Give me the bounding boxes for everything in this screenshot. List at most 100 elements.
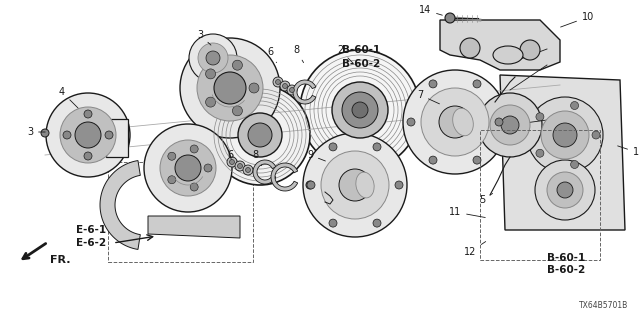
Wedge shape bbox=[253, 160, 276, 184]
Circle shape bbox=[307, 181, 315, 189]
Bar bbox=[106, 119, 128, 157]
Text: 3: 3 bbox=[27, 127, 45, 137]
Circle shape bbox=[557, 182, 573, 198]
Circle shape bbox=[289, 87, 294, 92]
Circle shape bbox=[460, 38, 480, 58]
Circle shape bbox=[403, 70, 507, 174]
Text: 6: 6 bbox=[267, 47, 276, 63]
Circle shape bbox=[204, 164, 212, 172]
Polygon shape bbox=[500, 75, 625, 230]
Circle shape bbox=[189, 34, 237, 82]
Ellipse shape bbox=[493, 46, 523, 64]
Circle shape bbox=[60, 107, 116, 163]
Circle shape bbox=[168, 176, 176, 184]
Circle shape bbox=[303, 133, 407, 237]
Circle shape bbox=[535, 160, 595, 220]
Polygon shape bbox=[440, 20, 560, 70]
Circle shape bbox=[473, 156, 481, 164]
Text: B-60-2: B-60-2 bbox=[342, 59, 381, 69]
Circle shape bbox=[160, 140, 216, 196]
Text: 4: 4 bbox=[59, 87, 78, 108]
Text: 10: 10 bbox=[561, 12, 594, 27]
Circle shape bbox=[248, 123, 272, 147]
Circle shape bbox=[329, 219, 337, 227]
Text: B-60-1: B-60-1 bbox=[342, 44, 381, 55]
Circle shape bbox=[190, 145, 198, 153]
Circle shape bbox=[536, 113, 544, 121]
Circle shape bbox=[243, 165, 253, 175]
Text: 12: 12 bbox=[464, 242, 486, 257]
Wedge shape bbox=[293, 80, 316, 104]
Circle shape bbox=[592, 131, 600, 139]
Text: 6: 6 bbox=[227, 150, 233, 160]
Text: 8: 8 bbox=[252, 150, 262, 166]
Circle shape bbox=[46, 93, 130, 177]
Text: 11: 11 bbox=[449, 207, 485, 218]
Text: 1: 1 bbox=[618, 146, 639, 157]
Circle shape bbox=[246, 167, 250, 172]
Circle shape bbox=[232, 60, 243, 70]
Circle shape bbox=[84, 110, 92, 118]
Circle shape bbox=[373, 143, 381, 151]
Circle shape bbox=[84, 152, 92, 160]
Circle shape bbox=[197, 55, 263, 121]
Circle shape bbox=[144, 124, 232, 212]
Ellipse shape bbox=[452, 108, 474, 136]
Circle shape bbox=[421, 88, 489, 156]
Circle shape bbox=[75, 122, 101, 148]
Text: FR.: FR. bbox=[50, 255, 70, 265]
Circle shape bbox=[490, 105, 530, 145]
Circle shape bbox=[547, 172, 583, 208]
Text: 8: 8 bbox=[293, 45, 303, 63]
Circle shape bbox=[321, 151, 389, 219]
Circle shape bbox=[332, 82, 388, 138]
Circle shape bbox=[395, 181, 403, 189]
Circle shape bbox=[527, 97, 603, 173]
Text: 2: 2 bbox=[337, 45, 353, 63]
Text: B-60-2: B-60-2 bbox=[547, 265, 586, 276]
Circle shape bbox=[287, 85, 297, 95]
Circle shape bbox=[210, 85, 310, 185]
Circle shape bbox=[352, 102, 368, 118]
Circle shape bbox=[190, 183, 198, 191]
Text: 3: 3 bbox=[197, 30, 211, 45]
Bar bbox=[480, 130, 600, 260]
Circle shape bbox=[429, 80, 437, 88]
Circle shape bbox=[235, 161, 245, 171]
Text: TX64B5701B: TX64B5701B bbox=[579, 301, 628, 310]
Text: E-6-1: E-6-1 bbox=[76, 225, 106, 236]
Circle shape bbox=[232, 106, 243, 116]
Circle shape bbox=[478, 93, 542, 157]
Circle shape bbox=[205, 97, 216, 107]
Text: B-60-1: B-60-1 bbox=[547, 252, 586, 263]
Circle shape bbox=[237, 164, 243, 169]
Circle shape bbox=[536, 149, 544, 157]
Text: 9: 9 bbox=[307, 150, 325, 161]
Circle shape bbox=[342, 92, 378, 128]
Text: 7: 7 bbox=[417, 90, 440, 104]
Circle shape bbox=[429, 156, 437, 164]
Text: 5: 5 bbox=[479, 194, 493, 205]
Circle shape bbox=[495, 118, 503, 126]
Circle shape bbox=[206, 51, 220, 65]
Circle shape bbox=[339, 169, 371, 201]
Circle shape bbox=[180, 38, 280, 138]
Polygon shape bbox=[100, 161, 140, 250]
Wedge shape bbox=[271, 163, 298, 191]
Circle shape bbox=[227, 157, 237, 167]
Circle shape bbox=[280, 81, 290, 91]
Circle shape bbox=[445, 13, 455, 23]
Text: E-6-2: E-6-2 bbox=[76, 238, 106, 248]
Circle shape bbox=[168, 152, 176, 160]
Circle shape bbox=[238, 113, 282, 157]
Circle shape bbox=[541, 111, 589, 159]
Circle shape bbox=[41, 129, 49, 137]
Ellipse shape bbox=[356, 172, 374, 198]
Circle shape bbox=[63, 131, 71, 139]
Circle shape bbox=[300, 50, 420, 170]
Circle shape bbox=[501, 116, 519, 134]
Circle shape bbox=[282, 84, 287, 89]
Circle shape bbox=[306, 181, 314, 189]
Circle shape bbox=[571, 101, 579, 109]
Circle shape bbox=[273, 77, 283, 87]
